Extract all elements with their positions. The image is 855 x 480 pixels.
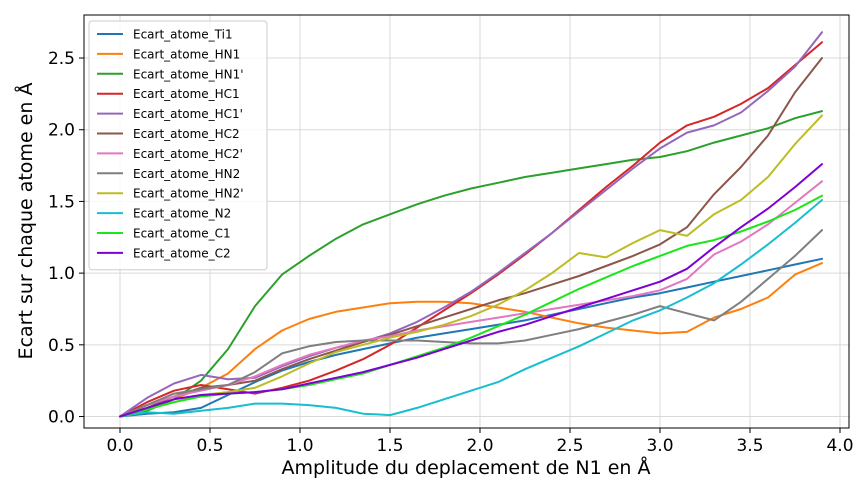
legend-label: Ecart_atome_C2 [133,246,231,260]
grid [84,15,849,428]
legend-label: Ecart_atome_Ti1 [133,28,233,42]
series-line-ecart-atome-c2 [119,163,823,418]
series-group [119,31,823,418]
legend-label: Ecart_atome_HC1' [133,107,243,121]
legend-label: Ecart_atome_HN2' [133,187,244,201]
legend-label: Ecart_atome_HC1 [133,87,240,101]
plot-frame [83,14,850,429]
series-line-ecart-atome-hn2- [119,114,823,418]
legend-label: Ecart_atome_N2 [133,207,231,221]
legend-box [88,20,268,271]
legend-label: Ecart_atome_HC2 [133,127,240,141]
series-line-ecart-atome-hc1- [119,31,823,418]
legend: Ecart_atome_Ti1 Ecart_atome_HN1 Ecart_atom… [88,20,268,271]
x-tick-label: 0.0 [106,436,133,456]
x-tick-label: 2.0 [466,436,493,456]
series-line-ecart-atome-hc2 [119,57,823,418]
y-axis-label: Ecart sur chaque atome en Å [14,83,37,360]
x-tick-label: 0.5 [196,436,223,456]
y-tick-label: 0.5 [48,336,75,356]
y-tick-label: 2.0 [48,121,75,141]
series-line-ecart-atome-hn2 [119,229,823,418]
series-line-ecart-atome-hn1 [119,262,823,418]
legend-label: Ecart_atome_HC2' [133,147,243,161]
x-tick-label: 4.0 [826,436,853,456]
y-tick-label: 2.5 [48,49,75,69]
legend-label: Ecart_atome_C1 [133,227,231,241]
series-line-ecart-atome-hc2- [119,180,823,418]
y-tick-label: 1.0 [48,264,75,284]
y-tick-label: 0.0 [48,408,75,428]
x-tick-label: 3.0 [646,436,673,456]
legend-label: Ecart_atome_HN2 [133,167,240,181]
x-tick-label: 1.0 [286,436,313,456]
x-tick-label: 2.5 [556,436,583,456]
x-axis-ticks: 0.0 0.5 1.0 1.5 2.0 2.5 3.0 3.5 4.0 [106,428,854,456]
x-axis-label: Amplitude du deplacement de N1 en Å [281,456,650,479]
y-tick-label: 1.5 [48,192,75,212]
x-tick-label: 3.5 [736,436,763,456]
series-line-ecart-atome-n2 [119,199,823,418]
series-line-ecart-atome-hn1- [119,110,823,418]
legend-label: Ecart_atome_HN1 [133,47,240,61]
legend-label: Ecart_atome_HN1' [133,67,244,81]
x-tick-label: 1.5 [376,436,403,456]
y-axis-ticks: 0.0 0.5 1.0 1.5 2.0 2.5 [48,49,84,428]
